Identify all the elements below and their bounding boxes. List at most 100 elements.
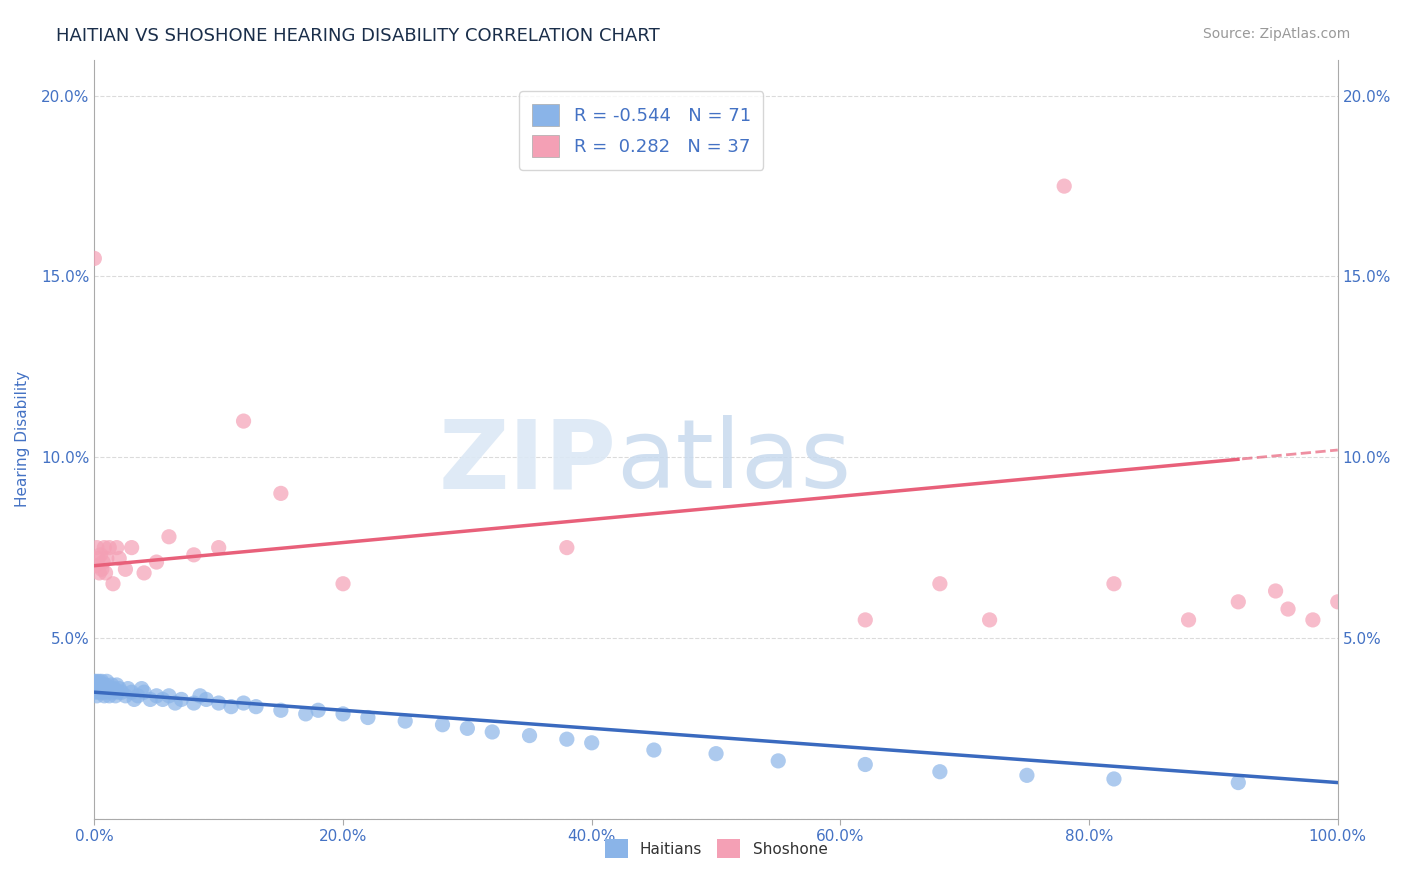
Point — [121, 541, 143, 555]
Point — [1102, 772, 1125, 786]
Point — [145, 555, 167, 569]
Point — [114, 562, 136, 576]
Point — [1264, 584, 1286, 599]
Point — [1227, 775, 1250, 789]
Point — [481, 725, 503, 739]
Point — [519, 729, 541, 743]
Point — [91, 678, 114, 692]
Point — [90, 681, 112, 696]
Point — [456, 722, 478, 736]
Point — [108, 681, 131, 696]
Point — [232, 414, 254, 428]
Point — [307, 703, 329, 717]
Point — [105, 678, 128, 692]
Point — [157, 689, 180, 703]
Point — [86, 674, 108, 689]
Point — [96, 685, 118, 699]
Point — [100, 678, 122, 692]
Point — [96, 674, 118, 689]
Point — [107, 685, 129, 699]
Point — [87, 685, 110, 699]
Point — [294, 706, 316, 721]
Point — [114, 689, 136, 703]
Point — [332, 576, 354, 591]
Point — [1302, 613, 1324, 627]
Point — [357, 710, 380, 724]
Point — [98, 541, 121, 555]
Point — [90, 562, 112, 576]
Point — [131, 681, 153, 696]
Legend: Haitians, Shoshone: Haitians, Shoshone — [599, 833, 834, 864]
Point — [89, 674, 111, 689]
Point — [979, 613, 1001, 627]
Point — [581, 736, 603, 750]
Point — [183, 548, 205, 562]
Point — [332, 706, 354, 721]
Text: Source: ZipAtlas.com: Source: ZipAtlas.com — [1202, 27, 1350, 41]
Point — [105, 541, 128, 555]
Point — [83, 252, 105, 266]
Point — [1277, 602, 1299, 616]
Point — [245, 699, 267, 714]
Text: HAITIAN VS SHOSHONE HEARING DISABILITY CORRELATION CHART: HAITIAN VS SHOSHONE HEARING DISABILITY C… — [56, 27, 659, 45]
Point — [121, 685, 143, 699]
Point — [83, 674, 105, 689]
Point — [89, 566, 111, 580]
Point — [853, 613, 876, 627]
Point — [132, 685, 155, 699]
Point — [97, 681, 120, 696]
Point — [117, 681, 139, 696]
Point — [394, 714, 416, 728]
Point — [93, 689, 115, 703]
Point — [270, 703, 292, 717]
Text: atlas: atlas — [617, 416, 852, 508]
Point — [152, 692, 174, 706]
Point — [704, 747, 727, 761]
Point — [219, 699, 242, 714]
Point — [91, 555, 114, 569]
Point — [195, 692, 218, 706]
Point — [432, 717, 454, 731]
Point — [86, 689, 108, 703]
Point — [84, 558, 107, 573]
Point — [768, 754, 790, 768]
Point — [90, 548, 112, 562]
Point — [90, 674, 112, 689]
Point — [89, 681, 111, 696]
Point — [643, 743, 665, 757]
Y-axis label: Hearing Disability: Hearing Disability — [15, 371, 30, 508]
Point — [91, 685, 114, 699]
Point — [1227, 595, 1250, 609]
Point — [1053, 179, 1076, 194]
Point — [928, 764, 950, 779]
Point — [93, 681, 115, 696]
Point — [90, 678, 112, 692]
Point — [928, 576, 950, 591]
Point — [853, 757, 876, 772]
Point — [94, 678, 117, 692]
Point — [101, 685, 124, 699]
Point — [165, 696, 187, 710]
Point — [139, 692, 162, 706]
Point — [555, 541, 578, 555]
Point — [170, 692, 193, 706]
Point — [86, 541, 108, 555]
Point — [122, 692, 145, 706]
Point — [108, 551, 131, 566]
Point — [111, 685, 134, 699]
Point — [183, 696, 205, 710]
Point — [83, 685, 105, 699]
Point — [157, 530, 180, 544]
Point — [232, 696, 254, 710]
Text: ZIP: ZIP — [439, 416, 617, 508]
Point — [270, 486, 292, 500]
Point — [208, 541, 231, 555]
Point — [188, 689, 211, 703]
Point — [104, 689, 127, 703]
Point — [90, 685, 112, 699]
Point — [98, 689, 121, 703]
Point — [1177, 613, 1199, 627]
Point — [103, 681, 125, 696]
Point — [101, 576, 124, 591]
Point — [87, 678, 110, 692]
